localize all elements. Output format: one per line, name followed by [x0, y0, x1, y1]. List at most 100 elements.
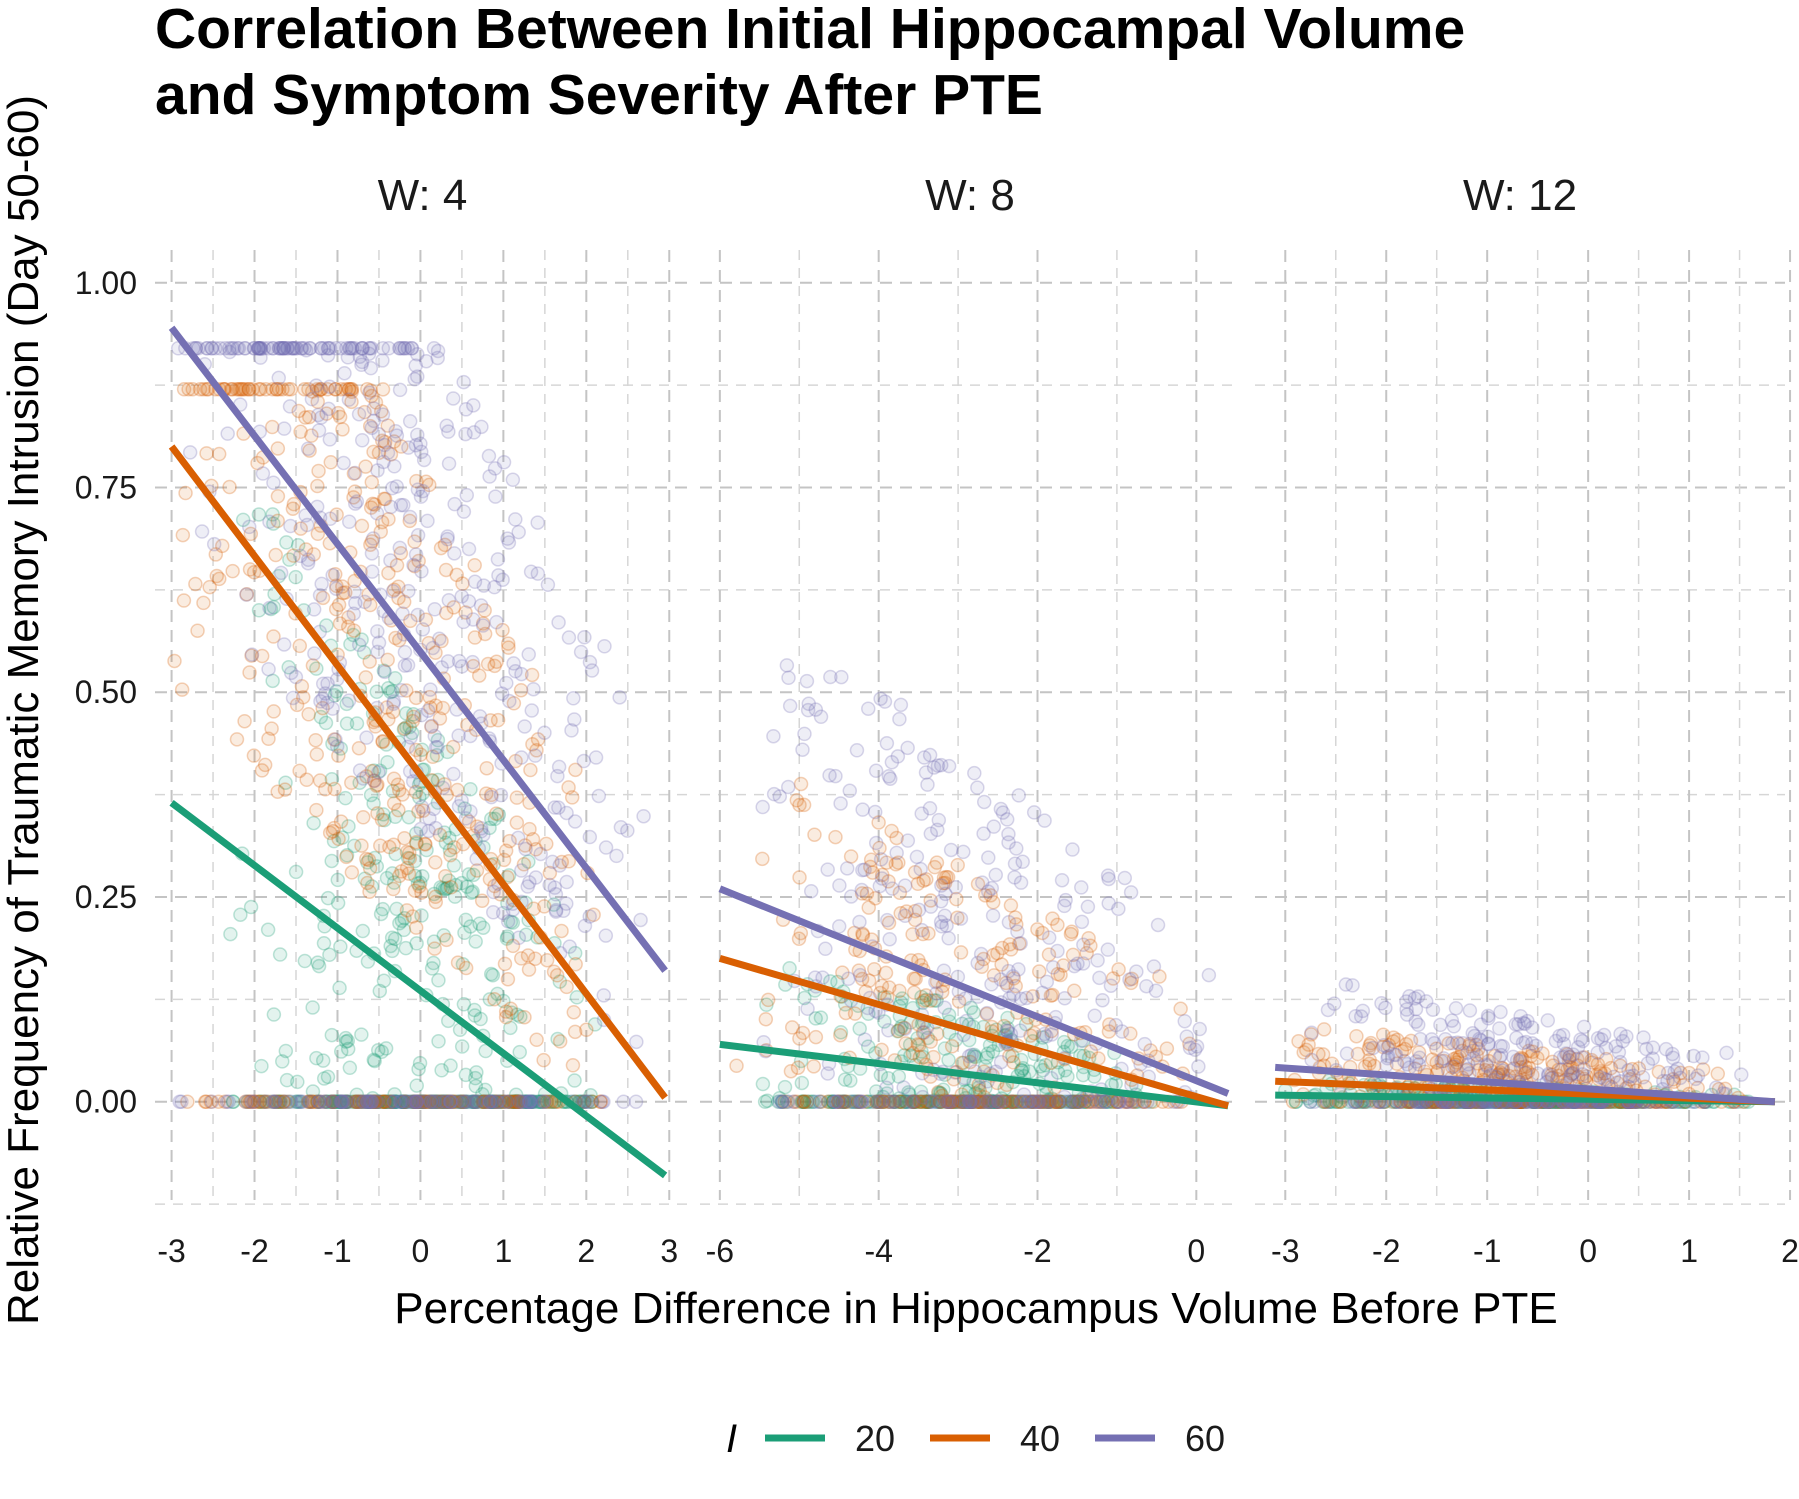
data-point-20 [333, 1094, 348, 1109]
data-point-20 [270, 1094, 286, 1109]
data-point-60 [273, 565, 289, 581]
data-point-60 [1640, 1056, 1656, 1071]
data-point-60 [967, 765, 982, 781]
data-point-40 [298, 542, 314, 557]
data-point-60 [1611, 1045, 1627, 1060]
data-point-60 [461, 541, 477, 557]
data-point-20 [584, 1094, 600, 1109]
data-point-20 [466, 1094, 481, 1109]
data-point-40 [175, 527, 191, 543]
data-point-20 [367, 1094, 383, 1109]
data-point-20 [531, 1094, 546, 1109]
data-point-40 [792, 797, 807, 813]
data-point-20 [376, 1094, 391, 1109]
data-point-40 [359, 851, 374, 867]
data-point-20 [546, 897, 562, 912]
data-point-20 [515, 1094, 531, 1109]
data-point-20 [349, 716, 365, 731]
data-point-60 [420, 513, 435, 529]
data-point-20 [468, 1070, 483, 1086]
data-point-40 [229, 381, 244, 397]
data-point-20 [492, 1094, 508, 1109]
data-point-40 [559, 979, 574, 995]
data-point-60 [993, 801, 1009, 817]
data-point-40 [314, 381, 329, 397]
data-point-60 [609, 848, 624, 864]
data-point-60 [502, 693, 517, 709]
data-point-20 [435, 1094, 451, 1109]
data-point-60 [1562, 1049, 1577, 1065]
data-point-60 [870, 1094, 886, 1109]
data-point-20 [370, 1094, 385, 1109]
data-point-20 [453, 1094, 469, 1109]
data-point-40 [402, 851, 418, 866]
data-point-40 [467, 557, 482, 573]
data-point-20 [340, 1041, 356, 1057]
data-point-40 [502, 1094, 517, 1109]
data-point-20 [428, 1094, 443, 1109]
data-point-40 [305, 1094, 320, 1109]
data-point-40 [245, 381, 260, 397]
data-point-60 [1009, 841, 1024, 856]
data-point-60 [1058, 892, 1073, 908]
data-point-60 [481, 448, 497, 464]
legend-label-40: 40 [1020, 1418, 1060, 1459]
data-point-20 [339, 716, 355, 731]
data-point-40 [285, 501, 301, 516]
data-point-20 [290, 538, 306, 553]
data-point-20 [430, 1094, 446, 1109]
data-point-40 [399, 844, 415, 860]
data-point-20 [534, 1094, 550, 1109]
data-point-60 [779, 658, 795, 673]
data-point-40 [359, 769, 374, 784]
facet-panels: W: 4 -3 -2 -1 0 1 2 3 W: 8 -6 -4 -2 0 W: 12 -3 -2 -1 0 1 2 [155, 171, 1799, 1269]
data-point-20 [278, 775, 293, 790]
data-point-20 [310, 1094, 325, 1109]
data-point-20 [376, 973, 392, 989]
data-point-40 [487, 991, 502, 1007]
data-point-20 [417, 1094, 433, 1109]
data-point-20 [448, 877, 463, 893]
data-point-40 [246, 564, 262, 580]
data-point-60 [591, 788, 607, 804]
data-point-40 [360, 875, 375, 891]
data-point-40 [265, 381, 280, 397]
data-point-20 [279, 535, 294, 550]
data-point-60 [397, 658, 413, 673]
data-point-20 [223, 926, 238, 942]
data-point-60 [508, 512, 523, 527]
data-point-20 [251, 507, 267, 522]
data-point-20 [464, 1094, 480, 1109]
data-point-60 [1556, 1036, 1572, 1052]
data-point-60 [890, 749, 906, 764]
data-point-20 [406, 707, 421, 722]
data-point-20 [437, 882, 452, 897]
data-point-20 [483, 1094, 499, 1109]
data-point-20 [483, 1094, 499, 1109]
data-point-40 [339, 849, 354, 865]
data-point-40 [319, 406, 334, 421]
data-point-20 [388, 809, 403, 825]
data-point-60 [406, 557, 421, 573]
data-point-40 [884, 823, 899, 839]
data-point-20 [491, 807, 507, 822]
data-point-60 [1100, 942, 1116, 957]
data-point-20 [506, 1094, 522, 1109]
data-point-60 [868, 763, 884, 779]
data-point-20 [441, 1094, 456, 1109]
data-point-60 [1123, 885, 1139, 900]
data-point-60 [255, 466, 271, 481]
data-point-60 [486, 884, 501, 900]
data-point-60 [1327, 996, 1342, 1011]
data-point-20 [253, 1094, 268, 1109]
data-point-40 [261, 1094, 277, 1109]
data-point-40 [380, 418, 395, 433]
data-point-20 [491, 1094, 506, 1109]
data-point-60 [970, 780, 985, 795]
data-point-60 [428, 820, 443, 836]
data-point-20 [414, 1094, 429, 1109]
data-point-20 [354, 632, 369, 647]
data-point-20 [433, 880, 448, 895]
data-point-20 [291, 1094, 307, 1109]
